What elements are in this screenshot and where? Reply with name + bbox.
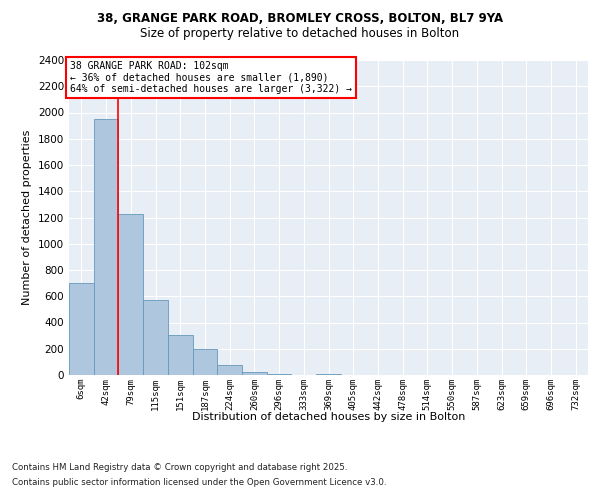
Bar [316,374,341,375]
Bar [143,300,168,375]
Bar [193,349,217,375]
Text: Size of property relative to detached houses in Bolton: Size of property relative to detached ho… [140,28,460,40]
Text: Contains HM Land Registry data © Crown copyright and database right 2025.: Contains HM Land Registry data © Crown c… [12,463,347,472]
Text: 38, GRANGE PARK ROAD, BROMLEY CROSS, BOLTON, BL7 9YA: 38, GRANGE PARK ROAD, BROMLEY CROSS, BOL… [97,12,503,26]
Bar [168,335,193,375]
Text: 38 GRANGE PARK ROAD: 102sqm
← 36% of detached houses are smaller (1,890)
64% of : 38 GRANGE PARK ROAD: 102sqm ← 36% of det… [70,60,352,94]
Bar [267,374,292,375]
Bar [94,119,118,375]
Text: Contains public sector information licensed under the Open Government Licence v3: Contains public sector information licen… [12,478,386,487]
Text: Distribution of detached houses by size in Bolton: Distribution of detached houses by size … [192,412,466,422]
Bar [242,372,267,375]
Bar [217,365,242,375]
Bar [118,214,143,375]
Y-axis label: Number of detached properties: Number of detached properties [22,130,32,305]
Bar [69,283,94,375]
